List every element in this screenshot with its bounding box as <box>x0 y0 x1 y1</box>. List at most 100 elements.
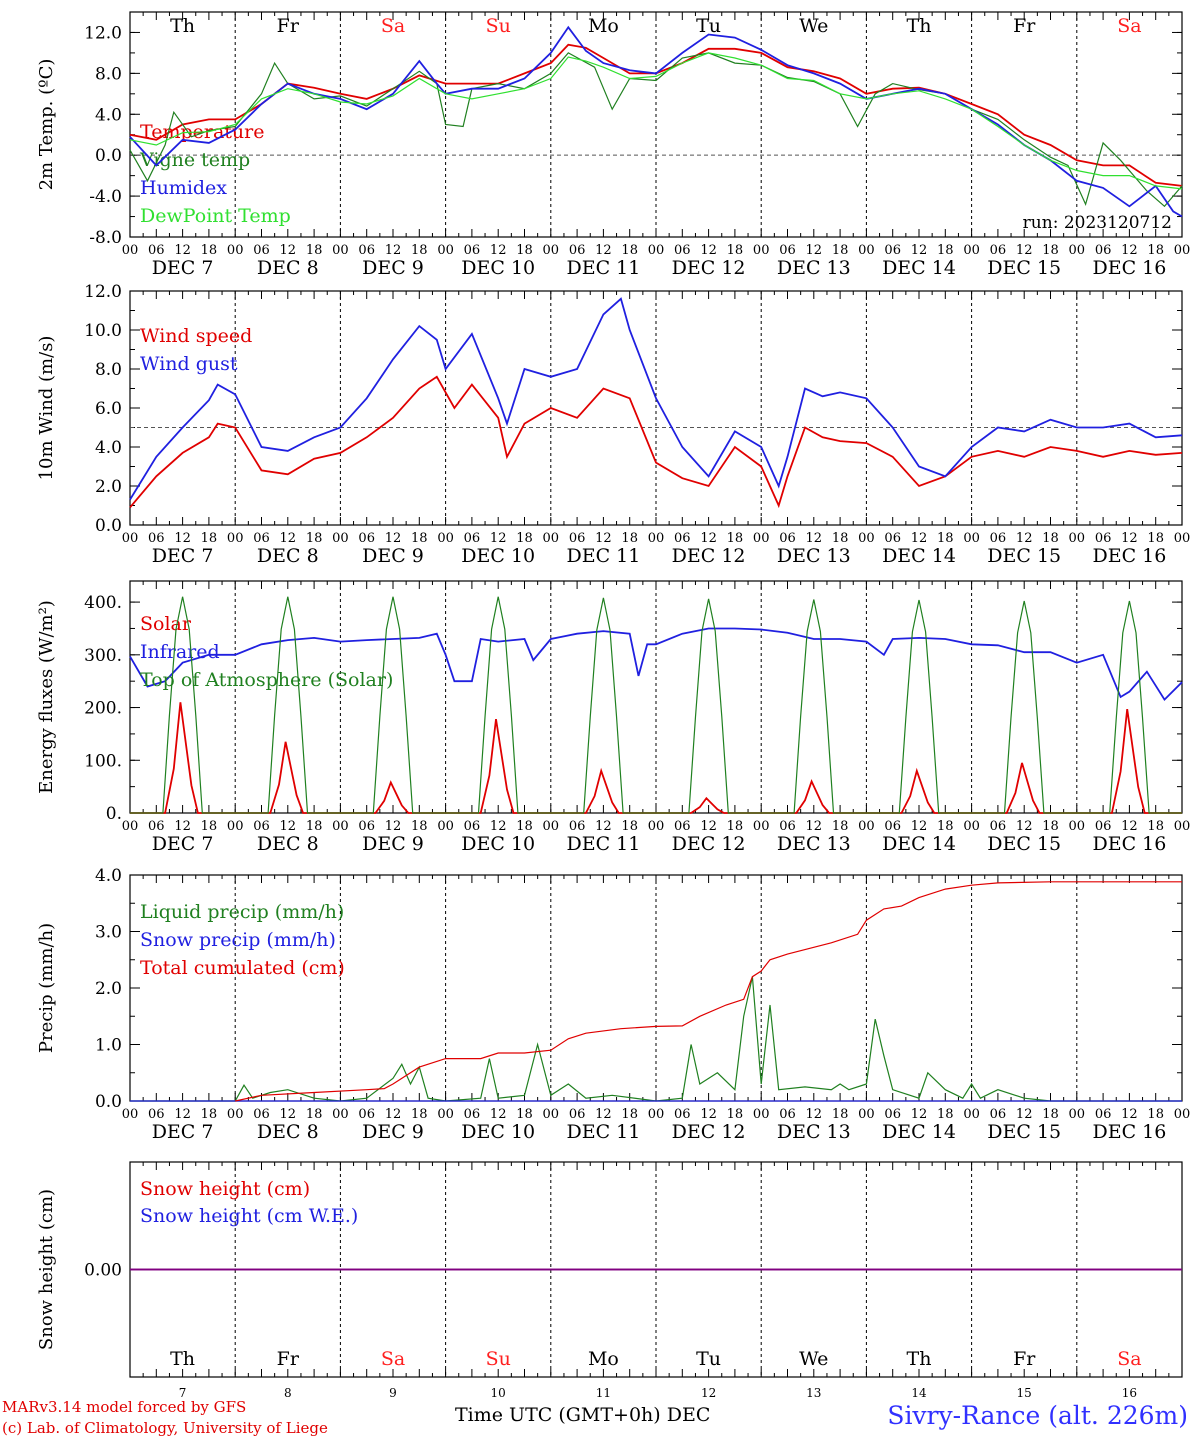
weekday-label: Th <box>170 15 195 37</box>
wind-series-line <box>129 375 1183 509</box>
hour-tick-label: 18 <box>621 531 638 546</box>
weekday-label: Sa <box>1117 15 1141 37</box>
hour-tick-label: 06 <box>779 243 796 258</box>
hour-tick-label: 12 <box>385 819 402 834</box>
y-tick-label: 4.0 <box>95 438 122 458</box>
hour-tick-label: 12 <box>700 819 717 834</box>
hour-tick-label: 12 <box>280 243 297 258</box>
hour-tick-label: 18 <box>727 819 744 834</box>
weekday-label: Mo <box>588 1348 619 1370</box>
weekday-label: We <box>799 15 828 37</box>
energy-series-line <box>129 627 1183 702</box>
day-label: DEC 13 <box>777 1121 851 1143</box>
y-tick-label: -8.0 <box>89 228 122 248</box>
hour-tick-label: 06 <box>884 243 901 258</box>
hour-tick-label: 12 <box>595 243 612 258</box>
y-tick-label: 100. <box>84 751 122 771</box>
hour-tick-label: 12 <box>806 243 823 258</box>
hour-tick-label: 12 <box>1121 531 1138 546</box>
weekday-label: Sa <box>1117 1348 1141 1370</box>
y-tick-label: 1.0 <box>95 1036 122 1056</box>
legend-entry: Solar <box>140 613 192 635</box>
hour-tick-label: 06 <box>779 819 796 834</box>
hour-tick-label: 00 <box>963 1107 980 1122</box>
hour-tick-label: 12 <box>806 531 823 546</box>
day-number-label: 7 <box>179 1386 187 1400</box>
hour-tick-label: 06 <box>1095 243 1112 258</box>
day-number-label: 10 <box>491 1386 506 1400</box>
hour-tick-label: 00 <box>543 819 560 834</box>
hour-tick-label: 06 <box>253 819 270 834</box>
hour-tick-label: 06 <box>148 531 165 546</box>
hour-tick-label: 00 <box>332 819 349 834</box>
hour-tick-label: 12 <box>385 531 402 546</box>
day-number-label: 12 <box>701 1386 716 1400</box>
day-label: DEC 9 <box>362 833 424 855</box>
y-tick-label: 12.0 <box>84 23 122 43</box>
hour-tick-label: 00 <box>1174 243 1191 258</box>
x-axis-title: Time UTC (GMT+0h) DEC <box>455 1404 711 1426</box>
y-tick-label: 8.0 <box>95 360 122 380</box>
hour-tick-label: 12 <box>700 531 717 546</box>
day-label: DEC 9 <box>362 257 424 279</box>
day-label: DEC 16 <box>1092 833 1166 855</box>
hour-tick-label: 12 <box>595 1107 612 1122</box>
legend-entry: Top of Atmosphere (Solar) <box>140 669 393 691</box>
day-number-label: 13 <box>806 1386 821 1400</box>
day-label: DEC 11 <box>566 1121 640 1143</box>
wind-panel: 0.0 2.0 4.0 6.0 8.0 10.0 12.0 10m Wind (m/s) Win… <box>36 282 1190 567</box>
y-tick-label: 10.0 <box>84 321 122 341</box>
hour-tick-label: 06 <box>1095 1107 1112 1122</box>
weekday-label: Sa <box>381 1348 405 1370</box>
hour-tick-label: 18 <box>727 1107 744 1122</box>
hour-tick-label: 06 <box>884 1107 901 1122</box>
hour-tick-label: 18 <box>1042 531 1059 546</box>
legend-entry: Vigne temp <box>139 149 250 171</box>
energy-panel: 0. 100. 200. 300. 400. Energy fluxes (W/m²) So… <box>36 580 1190 855</box>
hour-tick-label: 18 <box>727 531 744 546</box>
hour-tick-label: 00 <box>227 531 244 546</box>
hour-tick-label: 06 <box>674 531 691 546</box>
hour-tick-label: 00 <box>753 819 770 834</box>
weekday-label: Fr <box>1013 1348 1036 1370</box>
day-label: DEC 8 <box>257 545 319 567</box>
hour-tick-label: 18 <box>937 531 954 546</box>
hour-tick-label: 12 <box>174 1107 191 1122</box>
weekday-label: Fr <box>1013 15 1036 37</box>
hour-tick-label: 12 <box>280 531 297 546</box>
hour-tick-label: 12 <box>280 819 297 834</box>
hour-tick-label: 06 <box>990 243 1007 258</box>
hour-tick-label: 18 <box>306 819 323 834</box>
hour-tick-label: 06 <box>148 819 165 834</box>
hour-tick-label: 18 <box>832 1107 849 1122</box>
weekday-label: We <box>799 1348 828 1370</box>
day-label: DEC 8 <box>257 1121 319 1143</box>
weekday-label: Th <box>907 1348 932 1370</box>
hour-tick-label: 18 <box>1042 243 1059 258</box>
hour-tick-label: 12 <box>174 819 191 834</box>
day-label: DEC 7 <box>152 545 214 567</box>
day-label: DEC 7 <box>152 1121 214 1143</box>
hour-tick-label: 18 <box>832 531 849 546</box>
hour-tick-label: 00 <box>122 1107 139 1122</box>
day-label: DEC 14 <box>882 257 956 279</box>
y-tick-label: 200. <box>84 699 122 719</box>
hour-tick-label: 18 <box>1042 1107 1059 1122</box>
day-label: DEC 12 <box>672 1121 746 1143</box>
day-label: DEC 15 <box>987 257 1061 279</box>
hour-tick-label: 18 <box>201 531 218 546</box>
hour-tick-label: 06 <box>569 531 586 546</box>
weekday-label: Tu <box>696 1348 721 1370</box>
hour-tick-label: 06 <box>464 243 481 258</box>
station-name: Sivry-Rance (alt. 226m) <box>887 1401 1188 1430</box>
hour-tick-label: 18 <box>1147 819 1164 834</box>
y-tick-label: 0.00 <box>84 1261 122 1281</box>
hour-tick-label: 00 <box>1069 531 1086 546</box>
y-tick-label: 8.0 <box>95 64 122 84</box>
y-axis-label: 2m Temp. (ºC) <box>36 59 57 191</box>
lab-credit: (c) Lab. of Climatology, University of L… <box>2 1419 328 1437</box>
weekday-label: Mo <box>588 15 619 37</box>
hour-tick-label: 18 <box>306 243 323 258</box>
y-axis-label: Snow height (cm) <box>36 1189 57 1350</box>
